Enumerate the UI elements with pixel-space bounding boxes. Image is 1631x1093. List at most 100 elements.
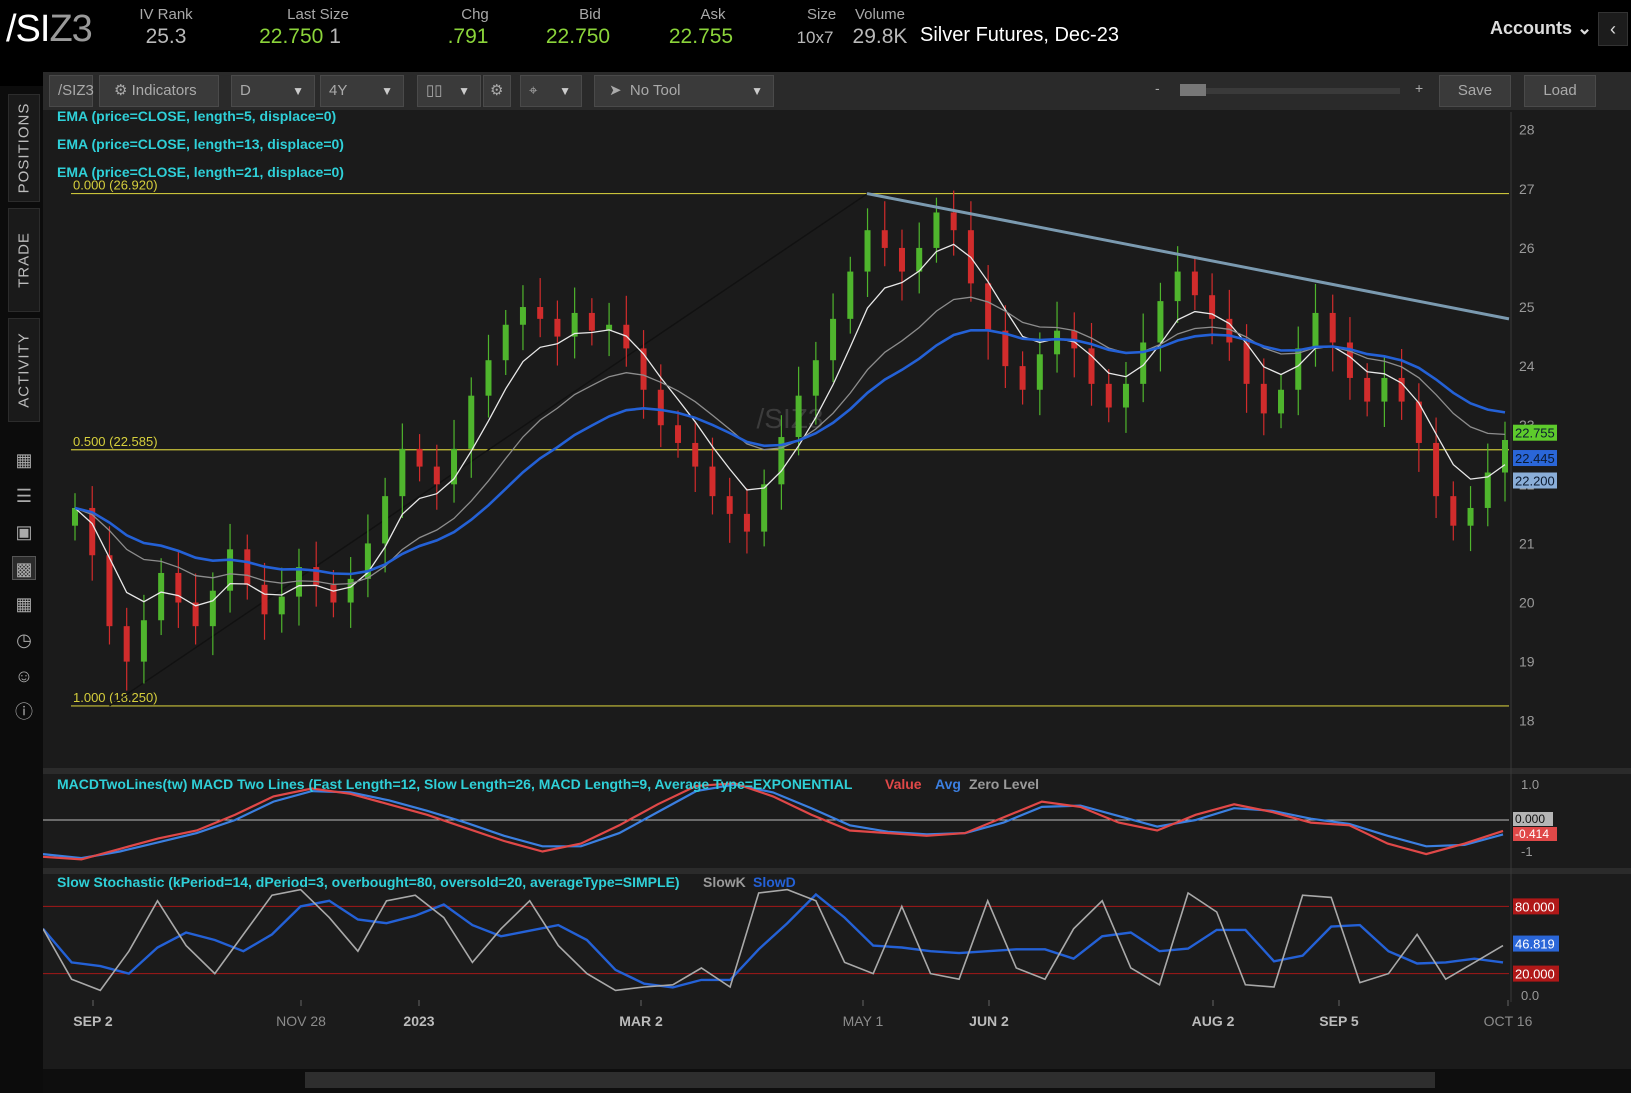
x-tick-label: MAR 2 xyxy=(619,1013,663,1029)
save-button[interactable]: Save xyxy=(1439,75,1511,107)
stoch-label-tag xyxy=(1513,935,1559,952)
candle-body xyxy=(433,466,440,485)
timeframe-select[interactable]: 4Y ▼ xyxy=(320,75,404,107)
symbol-root: /SI xyxy=(6,8,50,50)
fibonacci-level-label: 0.000 (26.920) xyxy=(73,178,158,193)
stoch-label-tag xyxy=(1513,898,1559,915)
candle-body xyxy=(1002,330,1009,367)
candle-body xyxy=(1226,318,1233,343)
clock-icon[interactable]: ◷ xyxy=(16,630,32,650)
ema-line xyxy=(74,296,1506,586)
grid-icon[interactable]: ▦ xyxy=(15,594,33,614)
chart-scrollbar[interactable] xyxy=(43,1069,1631,1093)
candle-body xyxy=(675,425,682,443)
chart-icon[interactable]: ▩ xyxy=(12,556,36,580)
chart-settings-button[interactable]: ⚙ xyxy=(483,75,511,107)
tab-label: ACTIVITY xyxy=(15,332,33,408)
chart-area: /SIZ3 ⚙ Indicators D ▼ 4Y ▼ ▯▯ ▼ ⚙ ⌖ ▼ ➤ No … xyxy=(43,72,1631,1093)
y-tick-label: 21 xyxy=(1519,535,1535,551)
tab-activity[interactable]: ACTIVITY xyxy=(8,318,40,422)
tab-trade[interactable]: TRADE xyxy=(8,208,40,312)
x-tick-label: NOV 28 xyxy=(276,1013,326,1029)
candle-body xyxy=(1191,271,1198,296)
cursor-icon: ➤ xyxy=(609,82,622,99)
candle-body xyxy=(864,230,871,272)
zoom-slider-handle[interactable] xyxy=(1180,84,1206,96)
candle-body xyxy=(847,271,854,319)
timeframe-value: 4Y xyxy=(329,82,348,99)
accounts-menu[interactable]: Accounts ⌄ xyxy=(1490,18,1592,39)
candle-body xyxy=(1105,383,1112,408)
chart-style-select[interactable]: ▯▯ ▼ xyxy=(417,75,481,107)
stat-extra: 1 xyxy=(329,25,341,48)
indicators-button[interactable]: ⚙ Indicators xyxy=(99,75,219,107)
indicators-label: Indicators xyxy=(131,82,197,99)
candle-body xyxy=(1433,442,1440,497)
price-label-text: 22.200 xyxy=(1515,474,1555,489)
candle-body xyxy=(795,395,802,438)
gear-icon: ⚙ xyxy=(114,82,128,99)
fibonacci-connector-line xyxy=(109,192,868,707)
list-icon[interactable]: ☰ xyxy=(15,486,33,506)
symbol-title[interactable]: /SIZ3 xyxy=(6,8,93,51)
stat-last-size: Last Size 22.750 1 xyxy=(245,6,355,49)
macd-legend-item: Value xyxy=(885,776,922,792)
macd-y-tick: -1 xyxy=(1521,844,1533,859)
zoom-slider-track[interactable] xyxy=(1180,88,1400,94)
candle-body xyxy=(89,507,96,556)
chevron-down-icon: ▼ xyxy=(559,84,571,98)
stat-iv-rank: IV Rank 25.3 xyxy=(136,6,196,49)
tab-positions[interactable]: POSITIONS xyxy=(8,94,40,202)
stoch-legend-item: SlowK xyxy=(703,874,746,890)
zoom-in-button[interactable]: + xyxy=(1415,80,1424,96)
candle-body xyxy=(1140,342,1147,384)
candle-body xyxy=(330,584,337,603)
stat-value: 22.750 xyxy=(259,25,324,48)
candle-body xyxy=(709,466,716,497)
collapse-panel-button[interactable]: ‹ xyxy=(1598,12,1628,46)
y-tick-label: 25 xyxy=(1519,299,1535,315)
candle-body xyxy=(278,596,285,615)
symbol-input[interactable]: /SIZ3 xyxy=(49,75,94,107)
chart-scrollbar-thumb[interactable] xyxy=(305,1072,1435,1088)
accounts-label: Accounts xyxy=(1490,18,1573,38)
macd-zero-tag xyxy=(1513,812,1553,826)
drawing-tool-select[interactable]: ➤ No Tool ▼ xyxy=(594,75,774,107)
stoch-title: Slow Stochastic (kPeriod=14, dPeriod=3, … xyxy=(57,874,680,890)
load-button[interactable]: Load xyxy=(1524,75,1596,107)
candle-body xyxy=(502,324,509,361)
drawing-set-select[interactable]: ⌖ ▼ xyxy=(520,75,582,107)
candle-body xyxy=(1157,301,1164,343)
panel-divider xyxy=(43,868,1631,874)
study-label: EMA (price=CLOSE, length=21, displace=0) xyxy=(57,164,344,180)
symbol-suffix: Z3 xyxy=(49,8,92,50)
candle-body xyxy=(158,572,165,621)
tv-icon[interactable]: ▣ xyxy=(15,522,33,542)
candle-body xyxy=(347,578,354,603)
ema-line xyxy=(74,243,1506,607)
zoom-out-button[interactable]: - xyxy=(1155,80,1160,96)
candle-body xyxy=(606,324,613,331)
study-label: EMA (price=CLOSE, length=13, displace=0) xyxy=(57,136,344,152)
help-icon[interactable]: ⓘ xyxy=(15,702,33,722)
candle-body xyxy=(244,549,251,585)
ema-line xyxy=(74,329,1506,576)
candle-body xyxy=(72,507,78,526)
aggregation-select[interactable]: D ▼ xyxy=(231,75,315,107)
stat-size: Size 10x7 xyxy=(795,6,837,48)
fibonacci-level-label: 1.000 (18.250) xyxy=(73,690,158,705)
monitor-icon[interactable]: ▦ xyxy=(15,450,33,470)
drawing-tool-value: No Tool xyxy=(629,82,681,99)
chart-watermark: /SIZ3 xyxy=(757,403,824,434)
candle-body xyxy=(123,626,130,662)
candle-body xyxy=(1467,507,1474,526)
x-tick-label: OCT 16 xyxy=(1484,1013,1533,1029)
y-tick-label: 18 xyxy=(1519,713,1535,729)
macd-title: MACDTwoLines(tw) MACD Two Lines (Fast Le… xyxy=(57,776,853,792)
chevron-left-icon: ‹ xyxy=(1610,19,1616,39)
people-icon[interactable]: ☺ xyxy=(14,666,34,686)
gear-icon: ⚙ xyxy=(490,82,504,99)
stat-label: Size xyxy=(807,6,837,23)
candle-body xyxy=(554,318,561,337)
